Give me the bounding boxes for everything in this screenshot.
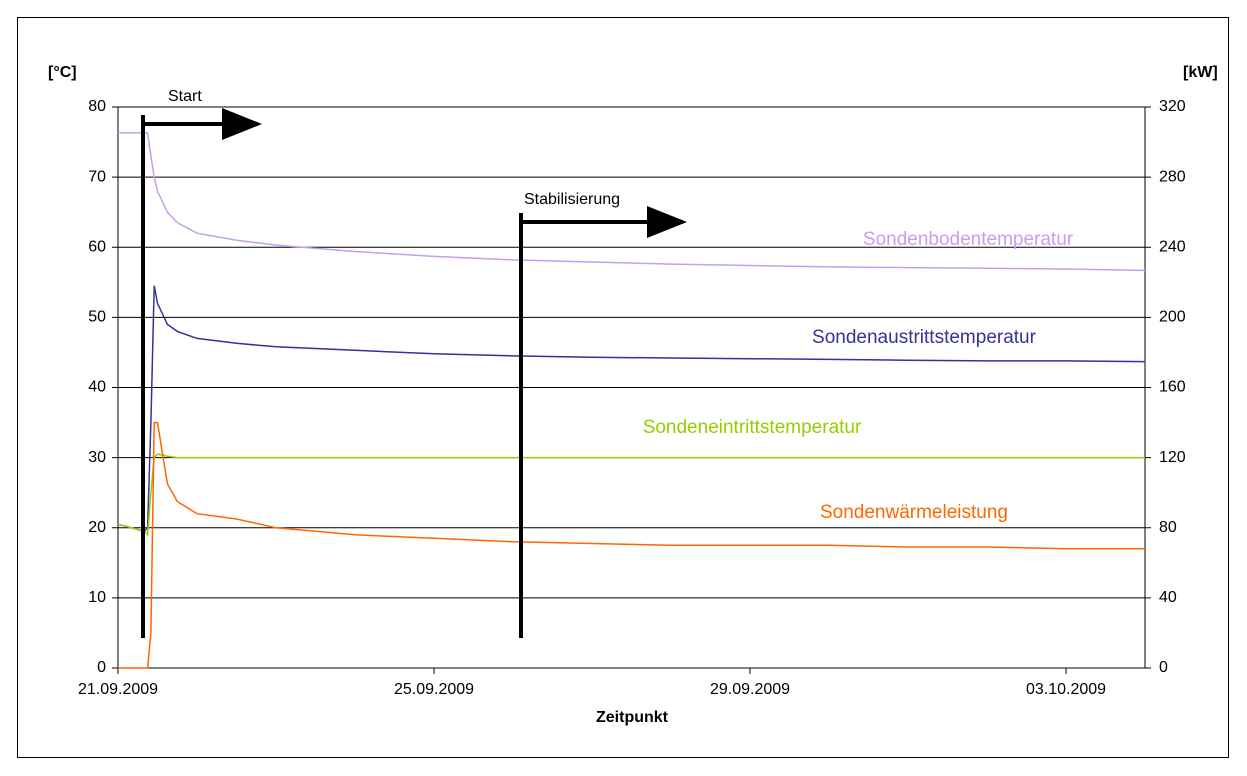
y-tick-label: 50 <box>88 309 106 326</box>
series-line <box>118 132 1146 272</box>
y-tick-label: 70 <box>88 168 106 185</box>
y-tick-label: 0 <box>97 659 106 676</box>
series-label: Sondenwärmeleistung <box>820 502 1008 523</box>
x-axis-label: Zeitpunkt <box>596 709 669 726</box>
y2-tick-label: 280 <box>1159 168 1186 185</box>
y-tick-label: 80 <box>88 98 106 115</box>
series-label: Sondenbodentemperatur <box>863 229 1074 250</box>
series-line <box>117 285 1146 533</box>
y-tick-label: 30 <box>88 449 106 466</box>
y2-tick-label: 40 <box>1159 589 1177 606</box>
y2-tick-label: 120 <box>1159 449 1186 466</box>
y-tick-label: 60 <box>88 238 106 255</box>
y2-tick-label: 160 <box>1159 379 1186 396</box>
annotation: Start <box>168 88 202 105</box>
x-tick-label: 29.09.2009 <box>710 681 790 698</box>
x-tick-label: 03.10.2009 <box>1026 681 1106 698</box>
series-line <box>118 421 1145 669</box>
series-line <box>117 453 1145 537</box>
y2-tick-label: 240 <box>1159 238 1186 255</box>
annotation: Stabilisierung <box>524 191 620 208</box>
x-tick-label: 25.09.2009 <box>394 681 474 698</box>
y-tick-label: 40 <box>88 379 106 396</box>
y2-tick-label: 80 <box>1159 519 1177 536</box>
y2-tick-label: 320 <box>1159 98 1186 115</box>
x-tick-label: 21.09.2009 <box>78 681 158 698</box>
series-label: Sondenaustrittstemperatur <box>812 327 1037 348</box>
y2-tick-label: 0 <box>1159 659 1168 676</box>
y-tick-label: 10 <box>88 589 106 606</box>
series-label: Sondeneintrittstemperatur <box>643 417 862 438</box>
y2-tick-label: 200 <box>1159 309 1186 326</box>
y2-axis-label: [kW] <box>1183 64 1218 81</box>
y-axis-label: [°C] <box>48 64 77 81</box>
y-tick-label: 20 <box>88 519 106 536</box>
